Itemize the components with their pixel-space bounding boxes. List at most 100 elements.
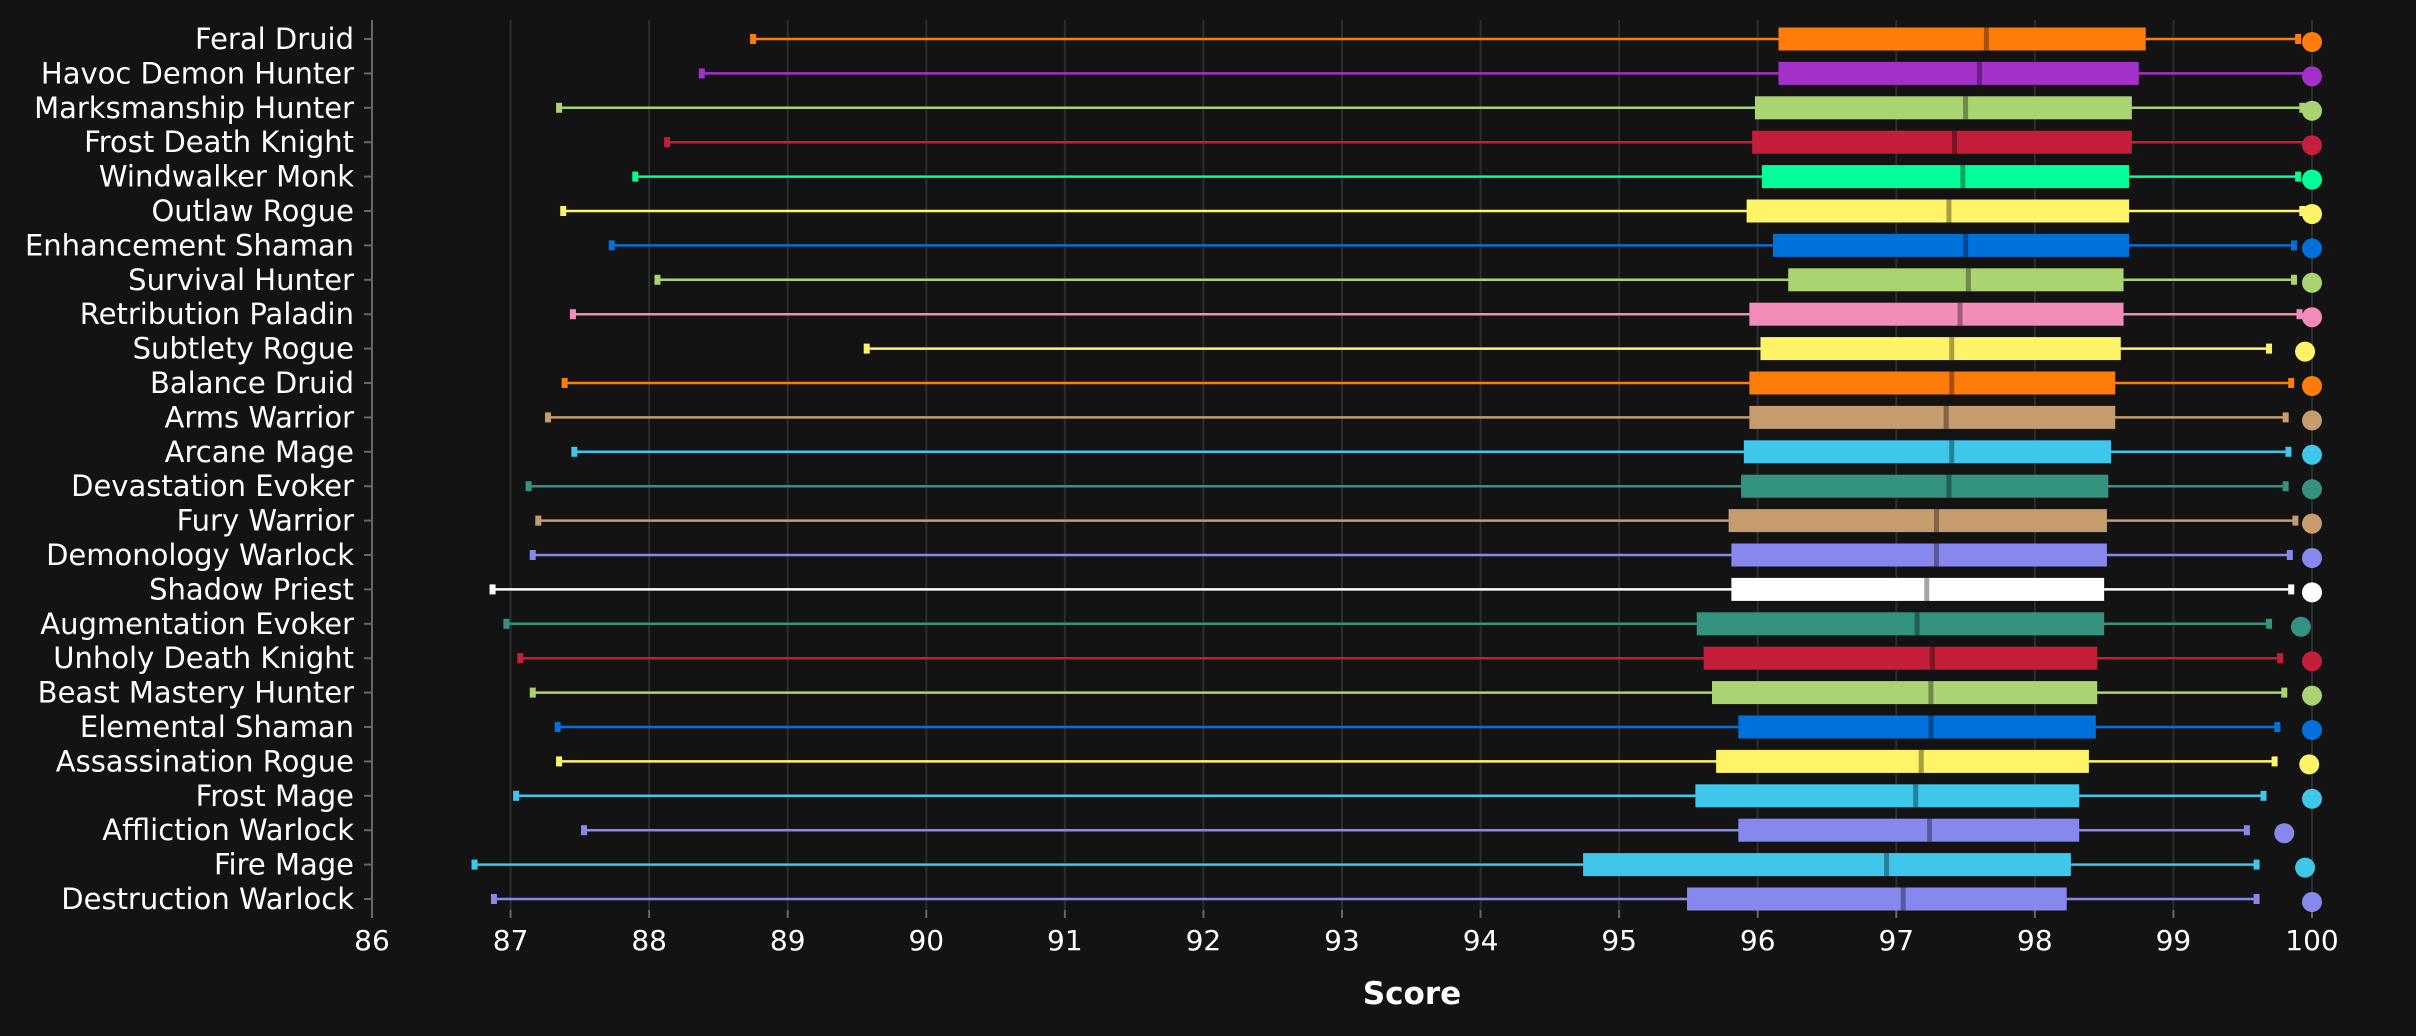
category-label: Augmentation Evoker bbox=[40, 607, 354, 641]
top-score-point bbox=[2302, 66, 2322, 87]
category-label: Affliction Warlock bbox=[102, 813, 354, 847]
median-mark bbox=[1928, 681, 1934, 705]
whisker-min-cap bbox=[529, 687, 536, 698]
top-score-point bbox=[2302, 376, 2322, 396]
x-tick-label: 92 bbox=[1186, 924, 1222, 957]
whisker-max-cap bbox=[2266, 618, 2273, 629]
whisker-min-cap bbox=[517, 653, 524, 664]
median-mark bbox=[1963, 96, 1969, 120]
box-row bbox=[544, 405, 2322, 431]
whisker-min-cap bbox=[554, 722, 561, 732]
median-mark bbox=[1946, 199, 1952, 223]
box-rows bbox=[471, 27, 2322, 912]
category-label: Elemental Shaman bbox=[80, 710, 354, 744]
category-label: Havoc Demon Hunter bbox=[41, 56, 354, 90]
median-mark bbox=[1976, 61, 1982, 85]
box-row bbox=[750, 27, 2322, 52]
category-label: Beast Mastery Hunter bbox=[38, 676, 354, 710]
box-row bbox=[554, 715, 2322, 740]
top-score-point bbox=[2299, 754, 2320, 775]
top-score-point bbox=[2302, 651, 2322, 672]
iqr-box bbox=[1731, 577, 2105, 601]
category-label: Subtlety Rogue bbox=[133, 332, 354, 366]
iqr-box bbox=[1754, 96, 2132, 120]
median-mark bbox=[1928, 715, 1934, 739]
category-label: Assassination Rogue bbox=[56, 744, 354, 778]
whisker-max-cap bbox=[2266, 343, 2273, 354]
whisker-max-cap bbox=[2292, 515, 2299, 526]
iqr-box bbox=[1716, 749, 2089, 773]
whisker-max-cap bbox=[2282, 412, 2289, 423]
whisker-max-cap bbox=[2295, 171, 2302, 182]
whisker-min-cap bbox=[535, 515, 542, 526]
category-label: Unholy Death Knight bbox=[53, 641, 354, 675]
box-row bbox=[556, 96, 2322, 121]
box-row bbox=[556, 749, 2320, 775]
top-score-point bbox=[2302, 720, 2322, 740]
iqr-box bbox=[1728, 509, 2107, 533]
top-score-point bbox=[2302, 479, 2322, 500]
category-label: Fire Mage bbox=[214, 848, 354, 882]
top-score-point bbox=[2302, 204, 2322, 224]
iqr-box bbox=[1778, 27, 2146, 51]
whisker-max-cap bbox=[2285, 446, 2292, 457]
whisker-min-cap bbox=[664, 137, 671, 148]
iqr-box bbox=[1711, 681, 2098, 705]
iqr-box bbox=[1778, 61, 2139, 85]
whisker-max-cap bbox=[2296, 309, 2303, 320]
median-mark bbox=[1914, 612, 1920, 636]
iqr-box bbox=[1695, 784, 2080, 808]
category-label: Feral Druid bbox=[195, 22, 354, 56]
iqr-box bbox=[1687, 887, 2067, 911]
x-tick-label: 99 bbox=[2156, 924, 2192, 957]
median-mark bbox=[1927, 818, 1933, 842]
box-row bbox=[529, 681, 2322, 706]
x-axis: 86 87 88 89 90 91 92 93 94 95 96 97 98 99 100 bbox=[354, 20, 2339, 957]
category-label: Devastation Evoker bbox=[71, 469, 354, 503]
whisker-min-cap bbox=[561, 378, 568, 388]
iqr-box bbox=[1760, 337, 2121, 361]
whisker-max-cap bbox=[2286, 550, 2293, 560]
median-mark bbox=[1963, 233, 1969, 257]
whisker-min-cap bbox=[489, 584, 496, 595]
whisker-min-cap bbox=[863, 343, 870, 354]
x-tick-label: 97 bbox=[1878, 924, 1914, 957]
box-row bbox=[571, 440, 2322, 465]
category-label: Arcane Mage bbox=[165, 435, 354, 469]
x-tick-label: 95 bbox=[1601, 924, 1637, 957]
whisker-min-cap bbox=[556, 102, 563, 113]
whisker-max-cap bbox=[2288, 584, 2295, 595]
x-tick-label: 87 bbox=[493, 924, 529, 957]
iqr-box bbox=[1746, 199, 2130, 223]
category-label: Demonology Warlock bbox=[46, 538, 354, 572]
box-row bbox=[569, 302, 2322, 328]
top-score-point bbox=[2302, 548, 2322, 568]
median-mark bbox=[1946, 474, 1952, 498]
top-score-point bbox=[2274, 823, 2295, 844]
box-row bbox=[535, 509, 2322, 534]
top-score-point bbox=[2290, 616, 2311, 637]
category-label: Shadow Priest bbox=[149, 572, 354, 606]
top-score-point bbox=[2302, 238, 2322, 259]
whisker-max-cap bbox=[2271, 756, 2278, 767]
top-score-point bbox=[2302, 307, 2322, 328]
category-label: Marksmanship Hunter bbox=[34, 91, 354, 125]
whisker-max-cap bbox=[2277, 653, 2284, 664]
median-mark bbox=[1884, 853, 1890, 877]
box-row bbox=[503, 612, 2311, 637]
whisker-max-cap bbox=[2295, 34, 2302, 44]
whisker-max-cap bbox=[2260, 790, 2267, 801]
x-tick-label: 94 bbox=[1463, 924, 1499, 957]
box-row bbox=[654, 268, 2322, 293]
median-mark bbox=[1900, 887, 1906, 911]
category-label: Balance Druid bbox=[150, 366, 354, 400]
x-tick-label: 98 bbox=[2017, 924, 2053, 957]
median-mark bbox=[1918, 749, 1924, 773]
x-tick-label: 88 bbox=[631, 924, 667, 957]
top-score-point bbox=[2302, 788, 2322, 809]
median-mark bbox=[1965, 268, 1971, 292]
median-mark bbox=[1951, 130, 1957, 154]
top-score-point bbox=[2302, 32, 2322, 52]
category-label: Enhancement Shaman bbox=[25, 228, 354, 262]
